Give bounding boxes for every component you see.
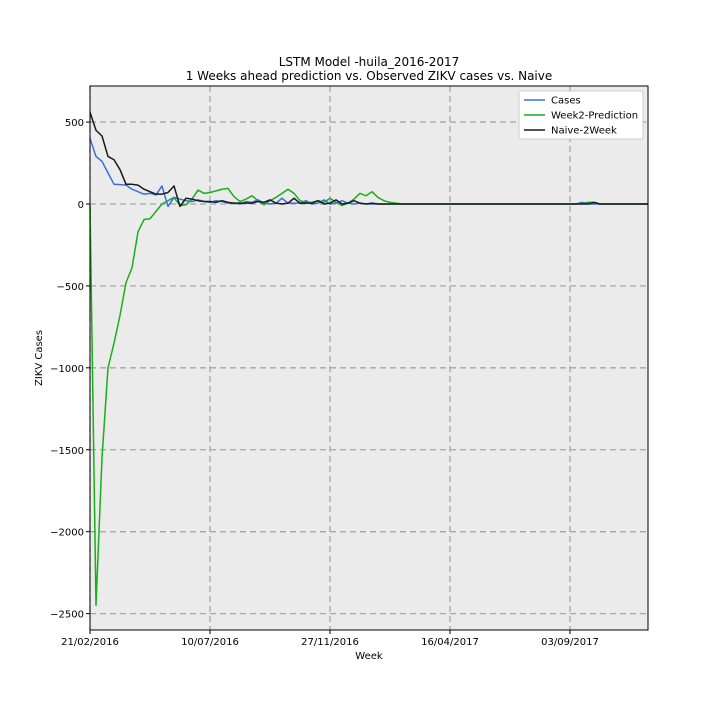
legend-label-0: Cases xyxy=(551,96,581,107)
y-tick-label: −2000 xyxy=(50,528,84,539)
plot-frame xyxy=(89,85,649,631)
x-tick-label: 16/04/2017 xyxy=(421,637,479,648)
y-tick-label: 500 xyxy=(65,118,84,129)
x-tick-label: 21/02/2016 xyxy=(61,637,119,648)
legend-label-1: Week2-Prediction xyxy=(551,111,638,122)
y-axis-label: ZIKV Cases xyxy=(34,330,45,386)
legend: Cases Week2-Prediction Naive-2Week xyxy=(518,90,644,140)
y-tick-label: 0 xyxy=(78,200,84,211)
chart-subtitle: 1 Weeks ahead prediction vs. Observed ZI… xyxy=(186,69,553,83)
x-tick-label: 10/07/2016 xyxy=(181,637,239,648)
y-axis: 500 0 −500 −1000 −1500 −2000 −2500 xyxy=(50,118,90,621)
y-tick-label: −500 xyxy=(57,282,84,293)
x-axis: 21/02/2016 10/07/2016 27/11/2016 16/04/2017… xyxy=(61,630,599,648)
series-line-2 xyxy=(89,111,648,208)
y-tick-label: −1000 xyxy=(50,364,84,375)
x-tick-label: 03/09/2017 xyxy=(541,637,599,648)
chart-title: LSTM Model -huila_2016-2017 xyxy=(279,55,460,69)
y-tick-label: −2500 xyxy=(50,610,84,621)
x-axis-label: Week xyxy=(355,651,383,662)
x-tick-label: 27/11/2016 xyxy=(301,637,359,648)
y-tick-label: −1500 xyxy=(50,446,84,457)
plot-area xyxy=(90,86,648,630)
legend-box xyxy=(518,90,644,140)
series-layer xyxy=(89,111,648,607)
legend-label-2: Naive-2Week xyxy=(551,126,617,137)
